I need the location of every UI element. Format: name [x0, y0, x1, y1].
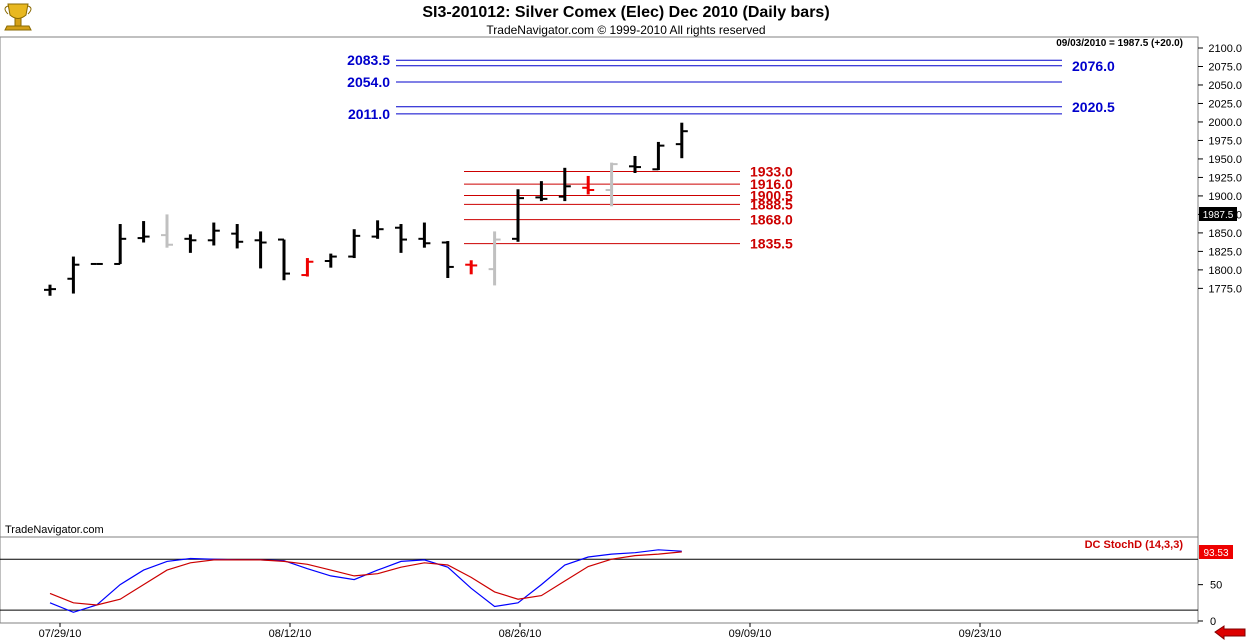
- ohlc-bar: [488, 231, 501, 286]
- stoch-title: DC StochD (14,3,3): [1085, 539, 1184, 551]
- last-quote-text: 09/03/2010 = 1987.5 (+20.0): [1056, 38, 1183, 49]
- price-tick-label: 1950.0: [1208, 154, 1242, 166]
- ohlc-bar: [652, 141, 665, 171]
- price-tick-label: 1900.0: [1208, 191, 1242, 203]
- level-label: 1933.0: [750, 164, 793, 180]
- level-label: 1868.0: [750, 212, 793, 228]
- date-axis: 07/29/10 08/12/10 08/26/10 09/09/10 09/23/10: [39, 623, 1002, 640]
- ohlc-bar: [371, 220, 384, 239]
- ohlc-bar: [558, 167, 571, 202]
- ohlc-bar: [675, 122, 688, 159]
- level-label: 2083.5: [347, 52, 390, 68]
- stoch-tick-label: 50: [1210, 580, 1222, 592]
- ohlc-bar: [231, 224, 244, 249]
- ohlc-bar: [582, 175, 595, 195]
- scroll-left-arrow-icon[interactable]: [1214, 625, 1246, 641]
- price-tick-label: 2025.0: [1208, 98, 1242, 110]
- stoch-series-line: [49, 551, 682, 606]
- price-tick-label: 1825.0: [1208, 246, 1242, 258]
- price-bars: [44, 122, 688, 296]
- level-label: 1916.0: [750, 176, 793, 192]
- ohlc-bar: [207, 222, 220, 246]
- ohlc-bar: [184, 234, 197, 253]
- last-price-marker: 1987.5: [1199, 207, 1237, 221]
- date-tick-label: 08/12/10: [269, 628, 312, 640]
- date-tick-label: 08/26/10: [499, 628, 542, 640]
- price-tick-label: 1925.0: [1208, 172, 1242, 184]
- copyright-text: TradeNavigator.com © 1999-2010 All right…: [486, 23, 765, 37]
- ohlc-bar: [512, 189, 524, 242]
- level-label: 2076.0: [1072, 58, 1115, 74]
- level-label: 2054.0: [347, 74, 390, 90]
- level-label: 2011.0: [348, 106, 390, 122]
- date-tick-label: 09/09/10: [729, 628, 772, 640]
- stoch-axis: 0 50: [1198, 580, 1222, 628]
- price-tick-label: 1850.0: [1208, 228, 1242, 240]
- level-label: 1888.5: [750, 196, 793, 212]
- stochastic-pane: [0, 549, 1198, 613]
- ohlc-bar: [67, 256, 80, 294]
- stoch-last-label: 93.53: [1203, 548, 1228, 559]
- ohlc-bar: [535, 181, 548, 202]
- level-label: 1900.5: [750, 188, 793, 204]
- price-tick-label: 2075.0: [1208, 61, 1242, 73]
- ohlc-bar: [44, 284, 56, 296]
- ohlc-bar: [114, 224, 127, 265]
- plot-frame: [0, 36, 1199, 624]
- last-price-label: 1987.5: [1203, 210, 1234, 221]
- stoch-last-marker: 93.53: [1199, 545, 1233, 559]
- price-tick-label: 2050.0: [1208, 80, 1242, 92]
- trophy-icon: [4, 3, 32, 31]
- price-tick-label: 1975.0: [1208, 135, 1242, 147]
- price-tick-label: 1800.0: [1208, 265, 1242, 277]
- level-label: 2020.5: [1072, 99, 1115, 115]
- price-tick-label: 1775.0: [1208, 283, 1242, 295]
- price-axis: 1775.01800.01825.01850.01875.01900.01925…: [1198, 43, 1242, 295]
- ohlc-bar: [278, 238, 290, 281]
- date-tick-label: 07/29/10: [39, 628, 82, 640]
- ohlc-bar: [161, 214, 173, 248]
- ohlc-bar: [465, 260, 478, 275]
- ohlc-bar: [629, 155, 641, 173]
- ohlc-bar: [418, 222, 431, 248]
- ohlc-bar: [605, 162, 618, 207]
- ohlc-bar: [254, 231, 267, 269]
- ohlc-bar: [301, 258, 314, 277]
- level-label: 1835.5: [750, 236, 793, 252]
- chart-title: SI3-201012: Silver Comex (Elec) Dec 2010…: [422, 4, 829, 21]
- price-tick-label: 2000.0: [1208, 117, 1242, 129]
- ohlc-bar: [441, 241, 454, 279]
- ohlc-bar: [348, 229, 361, 259]
- ohlc-bar: [395, 224, 407, 253]
- watermark-text: TradeNavigator.com: [5, 524, 104, 536]
- level-lines: 2083.5 2076.0 2054.0 2020.5 2011.0 1933.01916…: [347, 52, 1115, 251]
- ohlc-bar: [324, 253, 337, 268]
- stoch-tick-label: 0: [1210, 616, 1216, 628]
- date-tick-label: 09/23/10: [959, 628, 1002, 640]
- price-tick-label: 2100.0: [1208, 43, 1242, 55]
- ohlc-bar: [137, 221, 150, 243]
